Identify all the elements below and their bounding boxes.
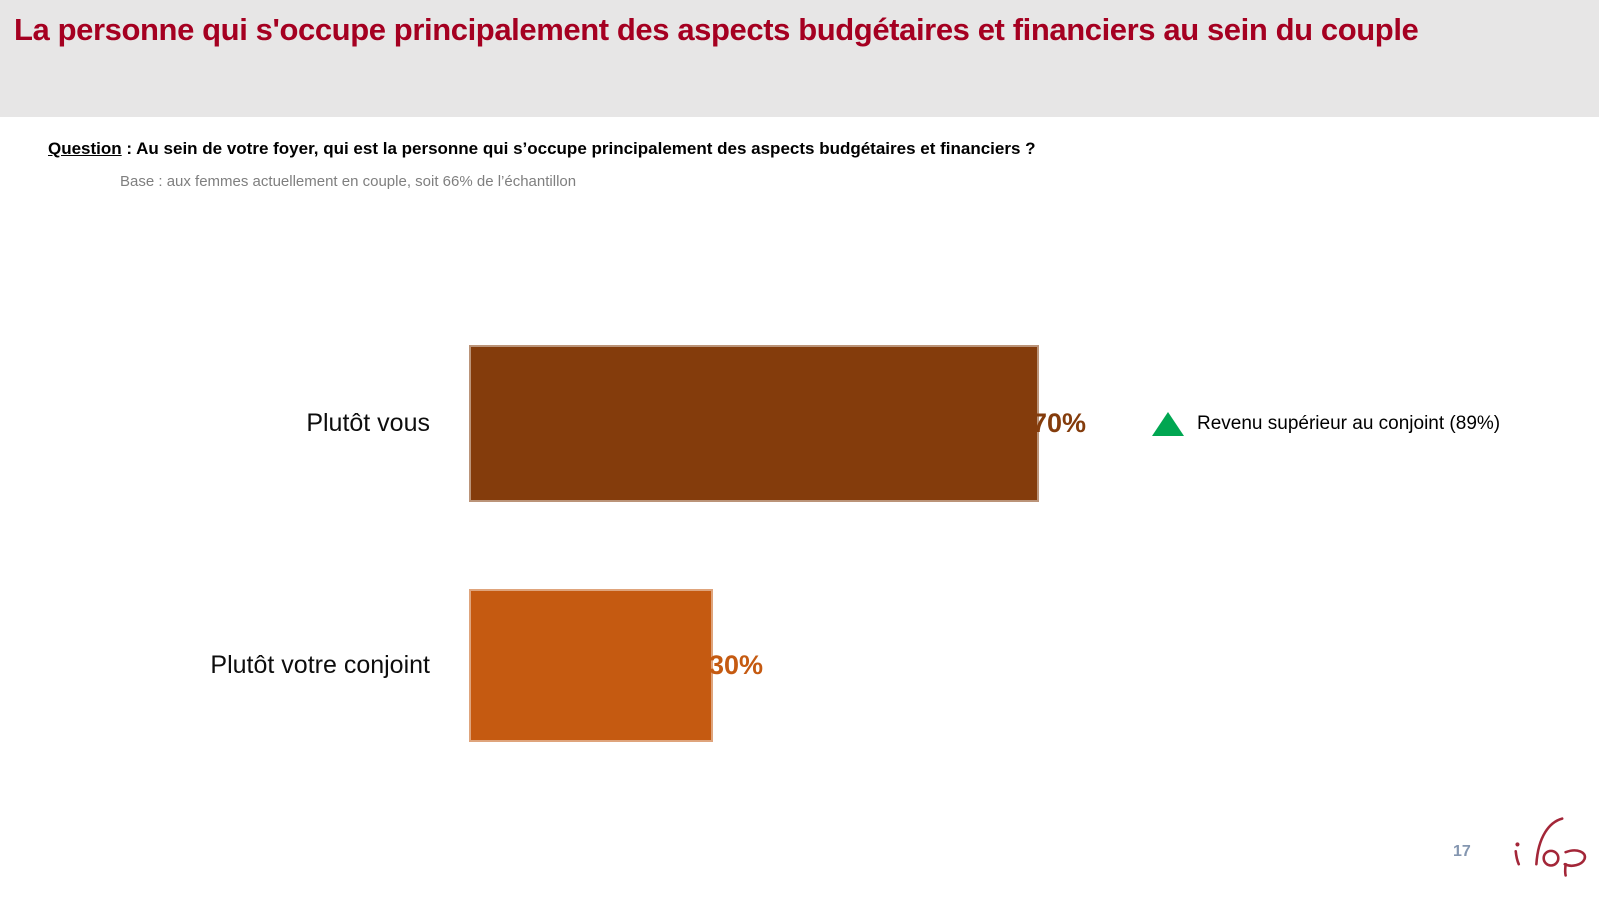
question-text: Au sein de votre foyer, qui est la perso… — [136, 139, 1036, 158]
annotation-text: Revenu supérieur au conjoint (89%) — [1197, 412, 1501, 434]
base-note: Base : aux femmes actuellement en couple… — [120, 173, 577, 190]
value-label: 30% — [709, 650, 764, 680]
bar — [469, 589, 713, 742]
bar — [469, 345, 1039, 502]
page-title: La personne qui s'occupe principalement … — [14, 12, 1419, 47]
page-number: 17 — [1453, 843, 1471, 860]
category-label: Plutôt vous — [306, 409, 430, 437]
value-label: 70% — [1032, 408, 1087, 438]
slide-header-band — [0, 0, 1599, 117]
category-label: Plutôt votre conjoint — [210, 651, 430, 679]
question-line: Question : Au sein de votre foyer, qui e… — [48, 139, 1036, 159]
ifop-logo-icon — [1514, 817, 1587, 877]
triangle-up-icon — [1152, 411, 1184, 436]
question-label: Question — [48, 139, 122, 158]
annotation: Revenu supérieur au conjoint (89%) — [1152, 345, 1500, 502]
question-separator: : — [121, 139, 137, 158]
